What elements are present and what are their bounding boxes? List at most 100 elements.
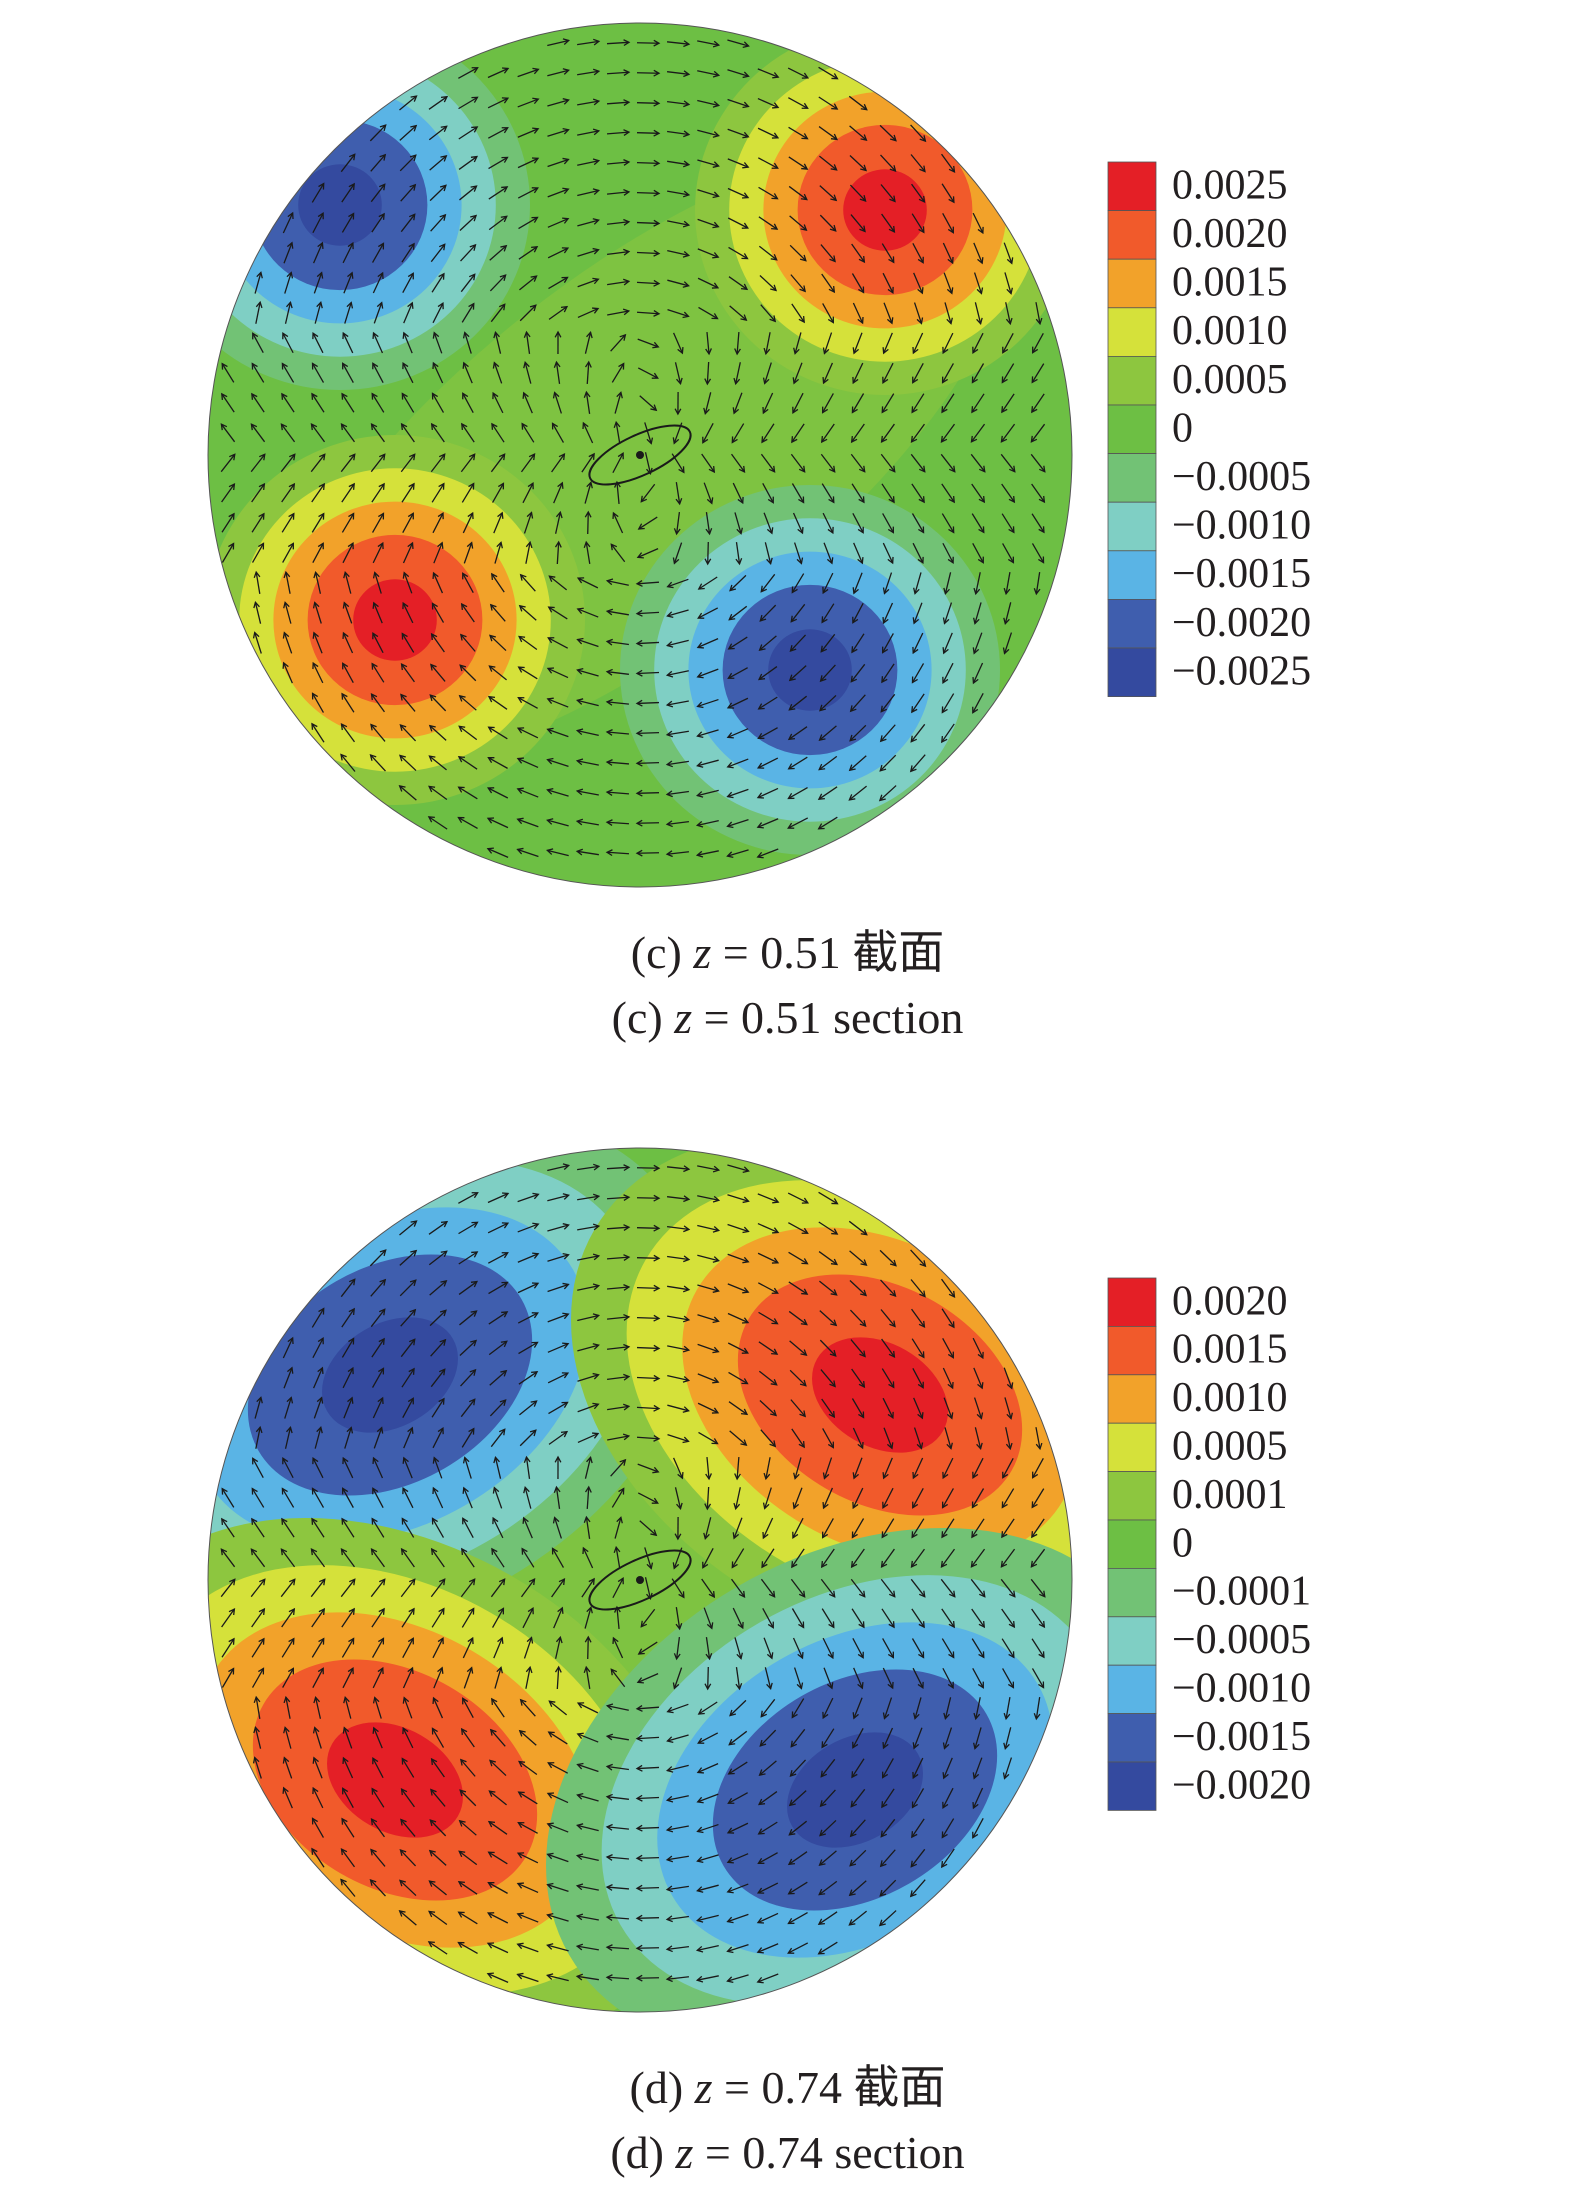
velocity-arrow (312, 1367, 324, 1389)
velocity-arrow (636, 792, 660, 794)
velocity-arrowhead (770, 284, 778, 292)
velocity-arrow (792, 512, 804, 534)
velocity-arrowhead (343, 571, 350, 579)
velocity-arrowhead (858, 286, 865, 294)
velocity-arrowhead (347, 1366, 354, 1375)
velocity-arrow (757, 757, 779, 769)
velocity-arrow (582, 422, 594, 444)
legend-label: −0.0020 (1172, 600, 1311, 646)
velocity-arrowhead (859, 1320, 867, 1327)
velocity-arrow (251, 1518, 265, 1538)
legend-label: −0.0020 (1172, 1762, 1311, 1808)
velocity-arrow (731, 423, 745, 443)
velocity-arrowhead (880, 1560, 888, 1569)
velocity-arrow (488, 1821, 508, 1835)
velocity-arrowhead (428, 1849, 436, 1857)
velocity-arrowhead (531, 1341, 539, 1348)
legend-label: 0.0020 (1172, 211, 1288, 257)
velocity-arrowhead (697, 1737, 705, 1744)
velocity-arrowhead (586, 1606, 593, 1614)
velocity-arrowhead (1033, 1713, 1041, 1721)
velocity-arrow (373, 302, 383, 324)
velocity-arrow (399, 754, 417, 772)
velocity-arrowhead (828, 465, 836, 473)
velocity-arrow (880, 1578, 896, 1598)
velocity-arrowhead (787, 792, 795, 800)
velocity-arrow (344, 302, 352, 324)
velocity-arrowhead (282, 1786, 289, 1794)
velocity-arrowhead (910, 735, 918, 743)
velocity-arrowhead (771, 1318, 779, 1325)
velocity-arrow (520, 1699, 536, 1717)
velocity-arrowhead (858, 1380, 866, 1389)
velocity-arrowhead (500, 1340, 508, 1348)
velocity-arrowhead (459, 1789, 467, 1797)
velocity-arrow (254, 1727, 262, 1749)
velocity-arrowhead (740, 283, 749, 291)
velocity-arrow (517, 818, 539, 828)
velocity-arrow (612, 512, 624, 534)
velocity-arrowhead (593, 1163, 601, 1171)
velocity-arrow (851, 1518, 865, 1538)
velocity-arrow (636, 1197, 660, 1199)
velocity-arrowhead (552, 1516, 560, 1524)
velocity-arrowhead (857, 557, 864, 565)
velocity-arrowhead (561, 1401, 569, 1408)
velocity-arrow (697, 789, 719, 797)
velocity-arrow (667, 730, 689, 736)
velocity-arrowhead (881, 1801, 888, 1809)
velocity-arrowhead (666, 581, 674, 589)
velocity-arrowhead (917, 556, 924, 565)
velocity-arrow (911, 693, 925, 713)
velocity-arrowhead (763, 347, 771, 356)
caption-en-d: (d) z = 0.74 section (610, 2127, 965, 2178)
velocity-arrowhead (470, 1339, 478, 1347)
velocity-arrowhead (732, 1532, 740, 1540)
velocity-arrow (547, 1974, 569, 1982)
velocity-arrow (399, 1910, 417, 1926)
velocity-arrow (640, 1608, 656, 1628)
velocity-arrow (614, 392, 622, 414)
velocity-arrow (697, 1314, 719, 1322)
velocity-arrow (547, 1884, 569, 1892)
velocity-arrowhead (711, 282, 720, 289)
velocity-arrowhead (756, 792, 765, 799)
velocity-arrowhead (369, 753, 377, 761)
legend-label: 0.0001 (1172, 1472, 1288, 1518)
velocity-arrowhead (801, 1288, 809, 1295)
velocity-arrowhead (532, 1192, 540, 1200)
velocity-arrow (941, 1818, 955, 1838)
velocity-arrow (881, 1518, 895, 1538)
velocity-arrowhead (576, 1823, 584, 1830)
velocity-arrowhead (584, 1485, 592, 1493)
velocity-arrow (517, 68, 539, 78)
velocity-arrow (735, 1667, 741, 1689)
velocity-arrowhead (575, 758, 584, 766)
velocity-arrowhead (623, 1194, 631, 1202)
velocity-arrow (942, 1488, 954, 1508)
velocity-arrow (852, 362, 864, 384)
velocity-arrowhead (605, 1733, 614, 1741)
velocity-arrow (372, 332, 384, 354)
velocity-arrowhead (665, 1825, 674, 1833)
velocity-arrow (636, 1917, 660, 1919)
velocity-arrowhead (941, 376, 949, 384)
velocity-arrow (547, 188, 569, 198)
velocity-arrowhead (252, 1756, 260, 1764)
velocity-arrowhead (653, 189, 661, 197)
velocity-arrowhead (889, 1290, 897, 1298)
velocity-arrowhead (460, 602, 468, 611)
velocity-arrow (371, 393, 385, 413)
velocity-arrow (431, 273, 445, 293)
velocity-arrowhead (530, 1400, 538, 1407)
velocity-arrowhead (712, 191, 720, 199)
velocity-arrowhead (372, 1456, 379, 1464)
velocity-arrow (728, 605, 748, 621)
velocity-arrowhead (430, 632, 438, 641)
velocity-arrow (577, 1225, 599, 1231)
velocity-arrow (280, 423, 296, 443)
velocity-arrow (666, 1166, 690, 1170)
velocity-arrow (667, 249, 689, 257)
velocity-arrow (342, 1367, 354, 1389)
velocity-arrowhead (471, 1251, 479, 1258)
